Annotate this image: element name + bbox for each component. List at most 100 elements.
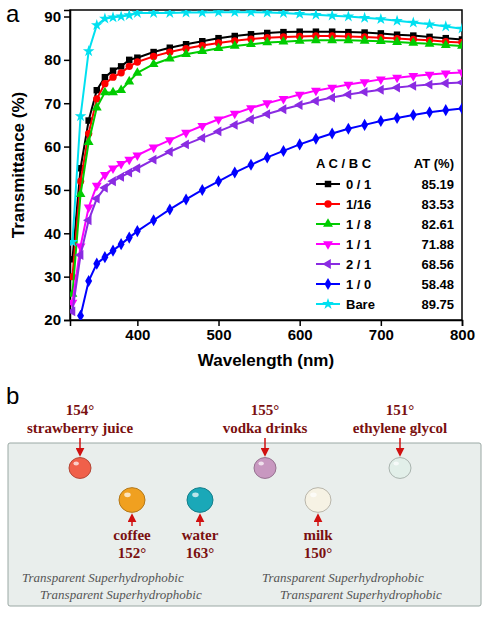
series-marker — [229, 10, 241, 17]
contact-angle: 163° — [186, 545, 215, 561]
droplet — [305, 488, 331, 513]
y-tick-label: 90 — [44, 8, 61, 25]
series-marker — [110, 245, 117, 257]
legend-marker — [325, 181, 331, 187]
series-marker — [132, 163, 141, 173]
series-marker — [245, 10, 257, 17]
series-marker — [343, 10, 355, 21]
y-tick: 20 — [44, 311, 70, 328]
series-marker — [165, 53, 175, 62]
series-line — [72, 40, 462, 294]
background-text: Transparent Superhydrophobic — [280, 587, 442, 602]
series-marker — [231, 167, 238, 179]
y-tick-mark — [64, 60, 70, 62]
series-marker — [441, 70, 451, 79]
y-tick-label: 70 — [44, 95, 61, 112]
series-marker — [311, 35, 321, 44]
series-marker — [457, 70, 462, 79]
series-marker — [132, 152, 142, 161]
series-marker — [214, 42, 224, 51]
series-marker — [311, 88, 321, 97]
series-marker — [197, 133, 206, 143]
series-line — [72, 36, 462, 277]
series-marker — [278, 10, 290, 18]
series-marker — [377, 115, 384, 127]
series-marker — [148, 155, 157, 165]
series-marker — [343, 35, 353, 44]
series-marker — [183, 193, 190, 205]
contact-angle: 154° — [66, 402, 95, 418]
series-marker — [375, 85, 384, 95]
x-tick: 700 — [369, 320, 394, 343]
series-marker — [229, 120, 238, 130]
series-marker — [246, 39, 256, 48]
x-tick-label: 500 — [207, 326, 232, 343]
droplet-name: strawberry juice — [27, 420, 134, 436]
series-marker — [360, 35, 370, 44]
y-tick: 30 — [44, 268, 70, 285]
series-marker — [115, 172, 124, 182]
y-tick: 70 — [44, 95, 70, 112]
series-marker — [312, 133, 319, 145]
droplet-name: ethylene glycol — [353, 420, 448, 436]
series-marker — [118, 63, 124, 69]
series-marker — [457, 40, 462, 49]
y-tick-label: 40 — [44, 225, 61, 242]
y-tick-label: 20 — [44, 311, 61, 328]
series-marker — [102, 74, 108, 80]
contact-angle: 152° — [118, 545, 147, 561]
series-marker — [197, 46, 207, 55]
series-marker — [376, 36, 386, 45]
droplet-name: vodka drinks — [223, 420, 308, 436]
legend-value: 71.88 — [421, 237, 454, 252]
series-marker — [100, 172, 110, 181]
series-marker — [92, 183, 102, 192]
series-marker — [92, 102, 102, 111]
series-marker — [126, 232, 133, 244]
glass-slide — [8, 443, 481, 606]
series-marker — [410, 109, 417, 121]
x-axis: 400 500 600 700 800 — [71, 320, 476, 343]
series-marker — [93, 258, 100, 270]
series — [70, 28, 462, 262]
series-marker — [262, 100, 272, 109]
series-marker — [294, 100, 303, 110]
series-marker — [326, 10, 338, 21]
series-marker — [117, 69, 124, 76]
droplet-name: water — [182, 527, 219, 543]
series-marker — [359, 12, 371, 23]
series-marker — [134, 225, 141, 237]
series-marker — [246, 105, 256, 114]
series-marker — [165, 137, 175, 146]
y-tick: 80 — [44, 51, 70, 68]
y-tick-mark — [64, 190, 70, 192]
y-tick-label: 30 — [44, 268, 61, 285]
series-marker — [116, 85, 126, 94]
series-marker — [84, 137, 94, 146]
series-marker — [426, 106, 433, 118]
x-tick: 800 — [450, 320, 475, 343]
series-marker — [83, 215, 92, 225]
series-marker — [440, 78, 449, 88]
droplet — [69, 458, 91, 479]
y-axis-title: Transmittance (%) — [9, 92, 28, 238]
series-marker — [91, 19, 103, 30]
series-marker — [110, 67, 116, 73]
legend-value: 85.19 — [421, 177, 454, 192]
droplet-highlight — [393, 462, 399, 466]
series-marker — [148, 10, 160, 18]
series-marker — [99, 183, 108, 193]
series-marker — [394, 112, 401, 124]
contact-angle: 151° — [386, 402, 415, 418]
series-marker — [326, 93, 335, 103]
series-marker — [181, 130, 191, 139]
x-tick: 600 — [288, 320, 313, 343]
droplet-highlight — [310, 492, 317, 497]
series-marker — [134, 58, 141, 65]
series-marker — [280, 145, 287, 157]
series — [70, 77, 462, 316]
series-line — [72, 32, 462, 260]
x-tick: 400 — [125, 320, 150, 343]
series-line — [81, 108, 462, 315]
series-marker — [132, 67, 142, 76]
